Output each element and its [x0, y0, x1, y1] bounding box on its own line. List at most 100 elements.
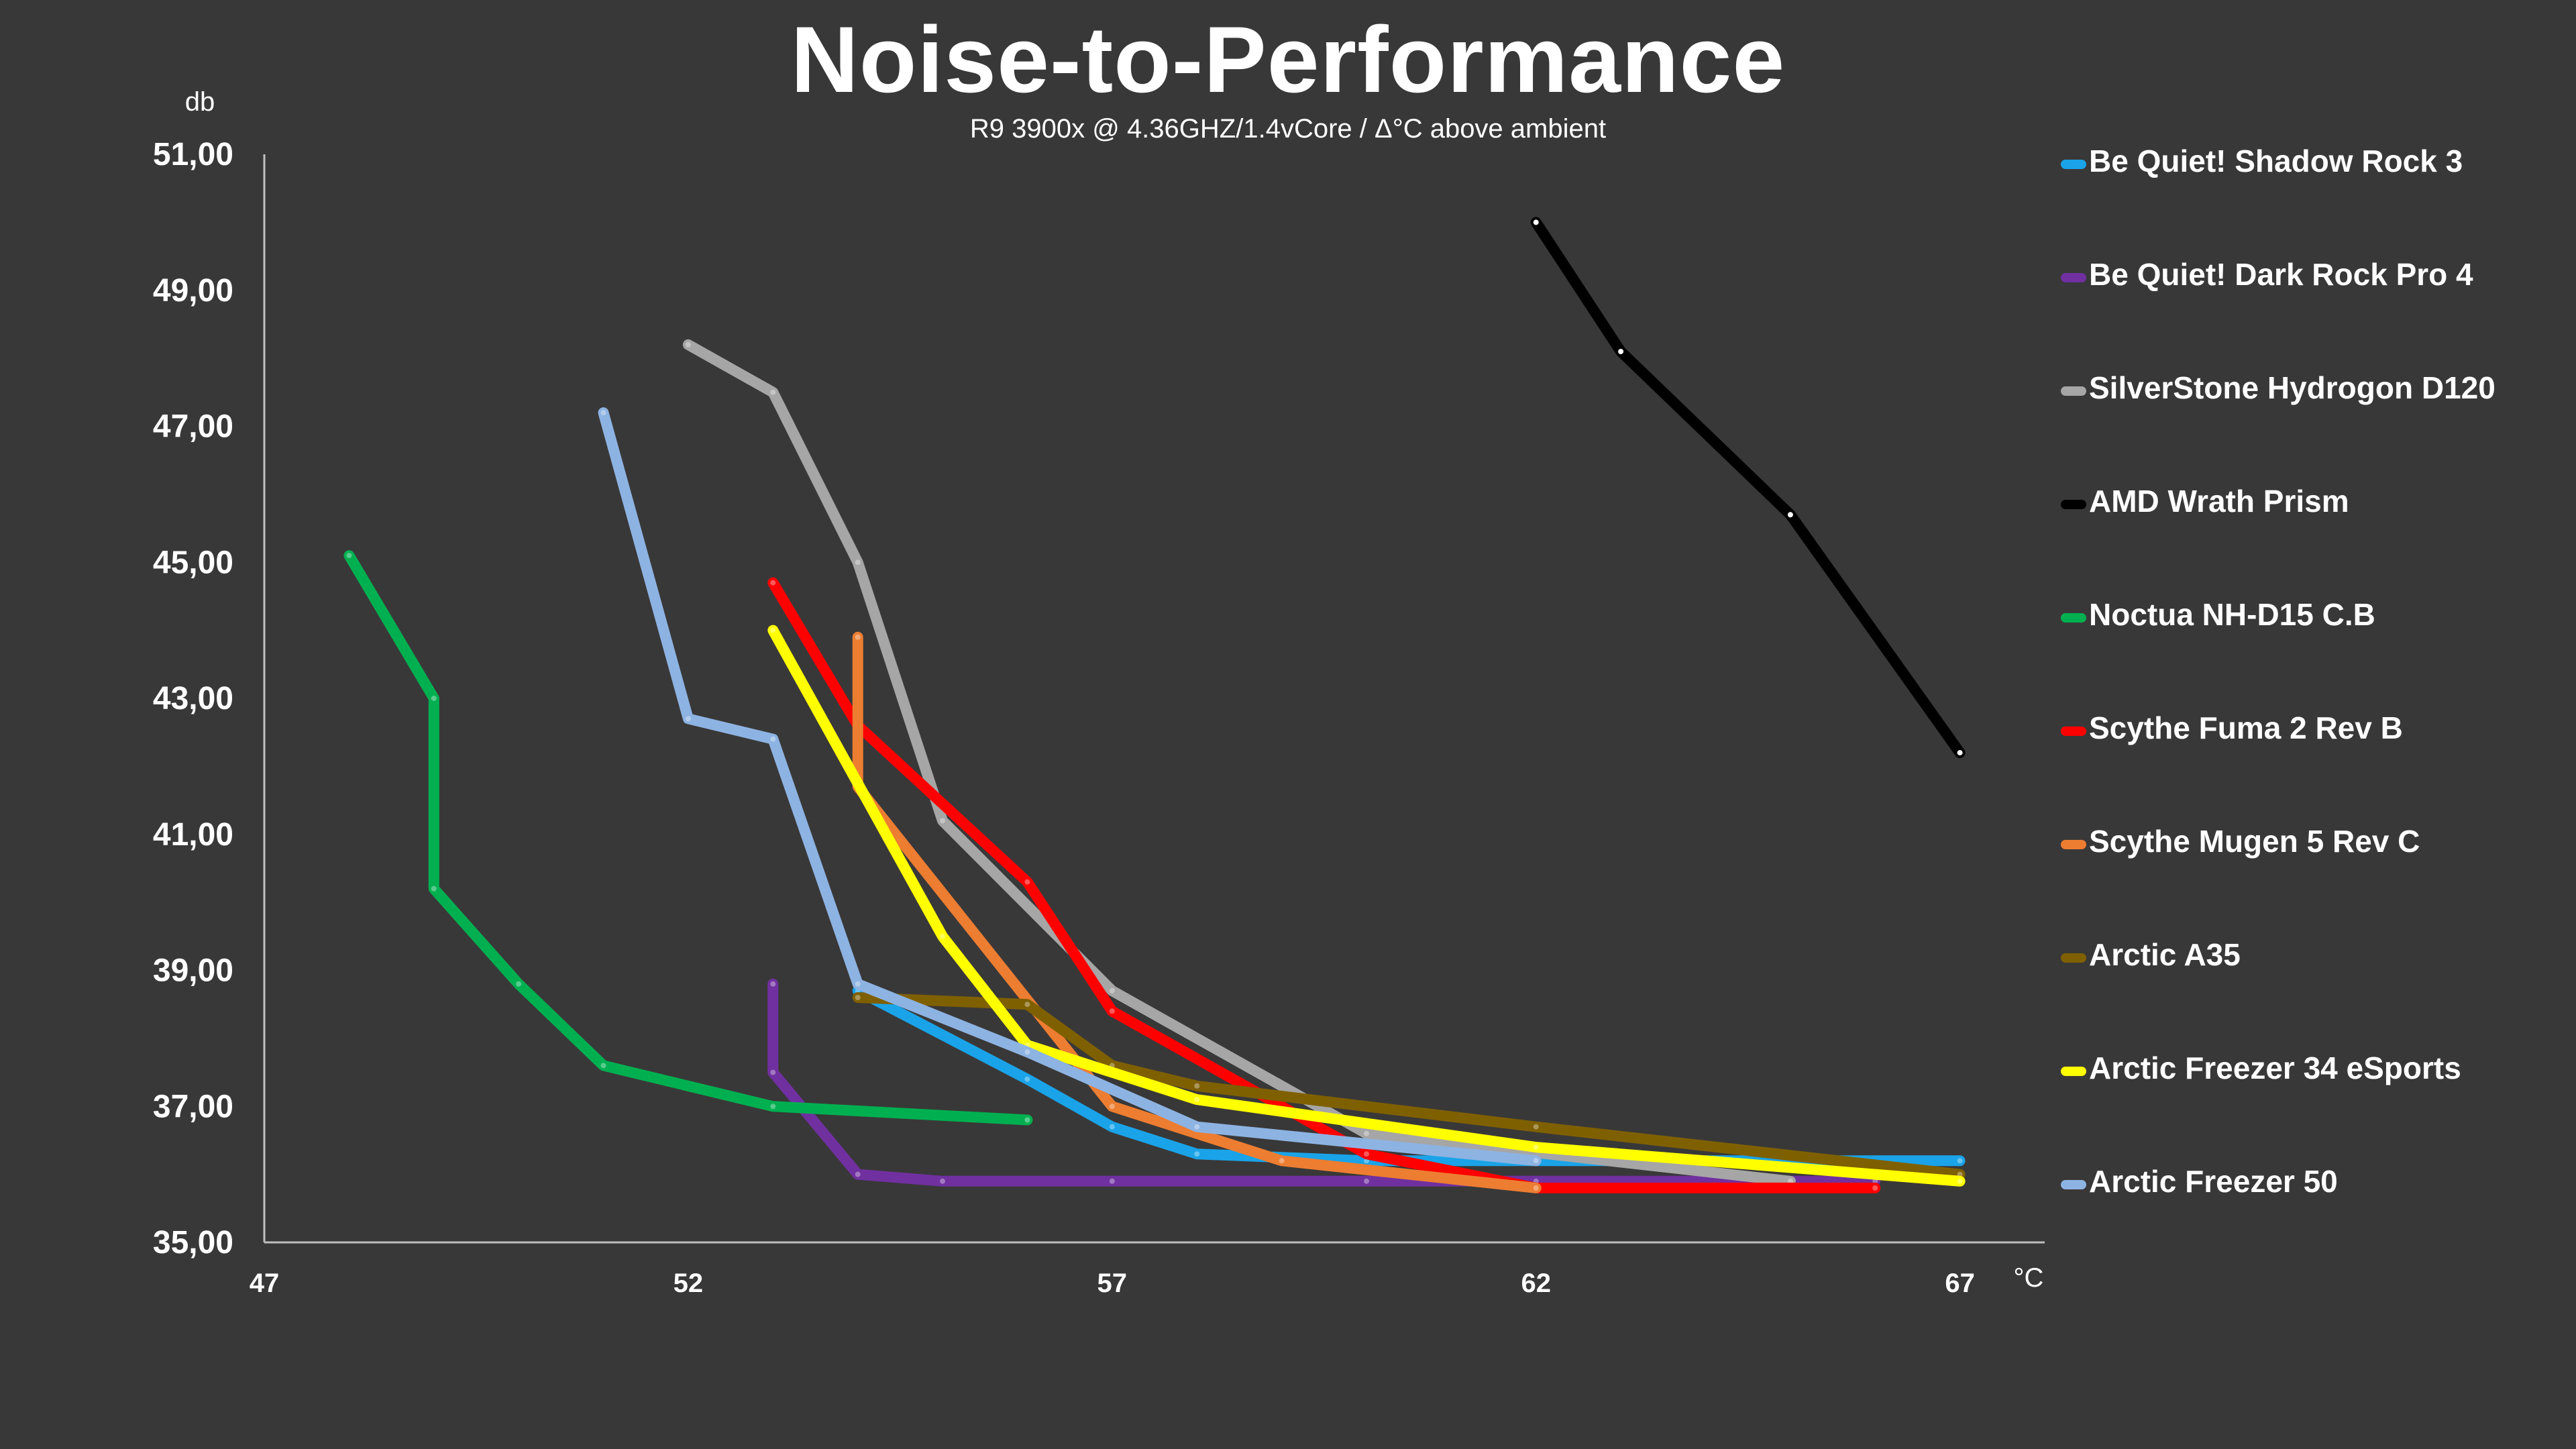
data-point: [1533, 1185, 1539, 1191]
data-point: [1872, 1185, 1878, 1191]
legend-swatch: [2061, 840, 2086, 849]
legend-swatch: [2061, 613, 2086, 623]
legend-swatch: [2061, 500, 2086, 509]
legend-item-arctic-freezer-34-esports: Arctic Freezer 34 eSports: [2061, 1049, 2544, 1087]
series-line: [767, 625, 1966, 1187]
data-point: [600, 410, 606, 416]
legend-swatch: [2061, 386, 2086, 396]
data-point: [855, 1171, 861, 1177]
x-tick-labels: 47 52 57 62 67: [250, 1269, 1975, 1298]
data-point: [1024, 1002, 1030, 1008]
data-point: [1957, 1158, 1963, 1164]
y-tick-label: 41,00: [153, 817, 233, 853]
data-point: [1109, 1104, 1115, 1110]
legend-label: Scythe Fuma 2 Rev B: [2089, 710, 2403, 745]
series-silverstone-hydrogon-d120: [682, 339, 1796, 1187]
legend-item-amd-wrath-prism: AMD Wrath Prism: [2061, 482, 2544, 520]
legend-label: AMD Wrath Prism: [2089, 484, 2349, 519]
data-point: [1109, 987, 1115, 994]
x-tick-label: 52: [674, 1269, 704, 1298]
data-point: [855, 559, 861, 566]
y-tick-label: 37,00: [153, 1089, 233, 1124]
data-point: [940, 933, 945, 939]
data-point: [1109, 1124, 1115, 1130]
y-tick-label: 45,00: [153, 545, 233, 580]
y-tick-label: 35,00: [153, 1225, 233, 1260]
data-point: [1109, 1008, 1115, 1014]
legend-swatch: [2061, 953, 2086, 963]
data-point: [855, 981, 861, 987]
legend-label: Be Quiet! Dark Rock Pro 4: [2089, 257, 2473, 292]
y-tick-label: 51,00: [153, 137, 233, 172]
legend-label: Arctic A35: [2089, 937, 2241, 972]
legend-item-silverstone-hydrogon-d120: SilverStone Hydrogon D120: [2061, 369, 2544, 407]
data-point: [1533, 1124, 1539, 1130]
legend-item-scythe-fuma-2-rev-b: Scythe Fuma 2 Rev B: [2061, 709, 2544, 747]
series-line: [598, 407, 1542, 1167]
data-point: [1024, 1049, 1030, 1055]
data-point: [1957, 1178, 1963, 1184]
y-axis-label: db: [185, 87, 215, 117]
data-point: [1364, 1151, 1369, 1157]
series-noctua-nh-d15-c-b: [343, 550, 1033, 1126]
data-point: [1618, 349, 1624, 354]
data-point: [1787, 512, 1793, 518]
series-arctic-freezer-50: [598, 407, 1542, 1167]
legend-label: Scythe Mugen 5 Rev C: [2089, 824, 2420, 859]
data-point: [431, 885, 437, 892]
data-point: [770, 981, 776, 987]
data-point: [1109, 1178, 1115, 1184]
data-point: [1533, 219, 1539, 225]
data-point: [770, 580, 776, 586]
y-tick-label: 43,00: [153, 681, 233, 716]
legend-swatch: [2061, 160, 2086, 169]
data-point: [1194, 1097, 1200, 1103]
x-tick-label: 62: [1521, 1269, 1551, 1298]
legend-swatch: [2061, 273, 2086, 282]
data-point: [431, 696, 437, 701]
data-point: [1364, 1130, 1369, 1136]
chart-subtitle: R9 3900x @ 4.36GHZ/1.4vCore / Δ°C above …: [969, 114, 1607, 144]
data-point: [1957, 750, 1963, 756]
series-line: [1530, 217, 1966, 759]
data-point: [1364, 1178, 1369, 1184]
data-point: [1533, 1158, 1539, 1164]
data-point: [1024, 879, 1030, 885]
data-point: [685, 716, 691, 722]
series-lines: [343, 217, 1966, 1193]
data-point: [600, 1063, 606, 1069]
y-tick-label: 39,00: [153, 953, 233, 989]
chart-title: Noise-to-Performance: [790, 7, 1786, 112]
data-point: [770, 1069, 776, 1075]
legend-item-noctua-nh-d15-c-b: Noctua NH-D15 C.B: [2061, 596, 2544, 633]
legend-swatch: [2061, 727, 2086, 736]
y-tick-label: 49,00: [153, 273, 233, 309]
data-point: [770, 627, 776, 633]
legend-label: Arctic Freezer 50: [2089, 1164, 2338, 1199]
data-point: [770, 736, 776, 742]
legend-label: SilverStone Hydrogon D120: [2089, 370, 2496, 405]
data-point: [685, 341, 691, 347]
x-axis-label: °C: [2014, 1263, 2044, 1293]
x-tick-label: 47: [250, 1269, 280, 1298]
data-point: [1787, 1178, 1793, 1184]
legend-label: Noctua NH-D15 C.B: [2089, 597, 2375, 632]
x-tick-label: 67: [1945, 1269, 1975, 1298]
data-point: [346, 553, 352, 559]
series-line: [682, 339, 1796, 1187]
data-point: [1533, 1144, 1539, 1150]
data-point: [1279, 1158, 1285, 1164]
data-point: [940, 818, 945, 824]
y-tick-labels: 35,00 37,00 39,00 41,00 43,00 45,00 47,00 49,00…: [153, 137, 233, 1260]
legend-item-arctic-freezer-50: Arctic Freezer 50: [2061, 1163, 2544, 1200]
data-point: [1194, 1124, 1200, 1130]
series-amd-wrath-prism: [1530, 217, 1966, 759]
data-point: [1194, 1151, 1200, 1157]
legend-item-be-quiet-shadow-rock-3: Be Quiet! Shadow Rock 3: [2061, 142, 2544, 180]
data-point: [1024, 1117, 1030, 1123]
legend-item-arctic-a35: Arctic A35: [2061, 936, 2544, 973]
series-line: [852, 631, 1542, 1193]
series-line: [343, 550, 1033, 1126]
legend-item-scythe-mugen-5-rev-c: Scythe Mugen 5 Rev C: [2061, 822, 2544, 860]
